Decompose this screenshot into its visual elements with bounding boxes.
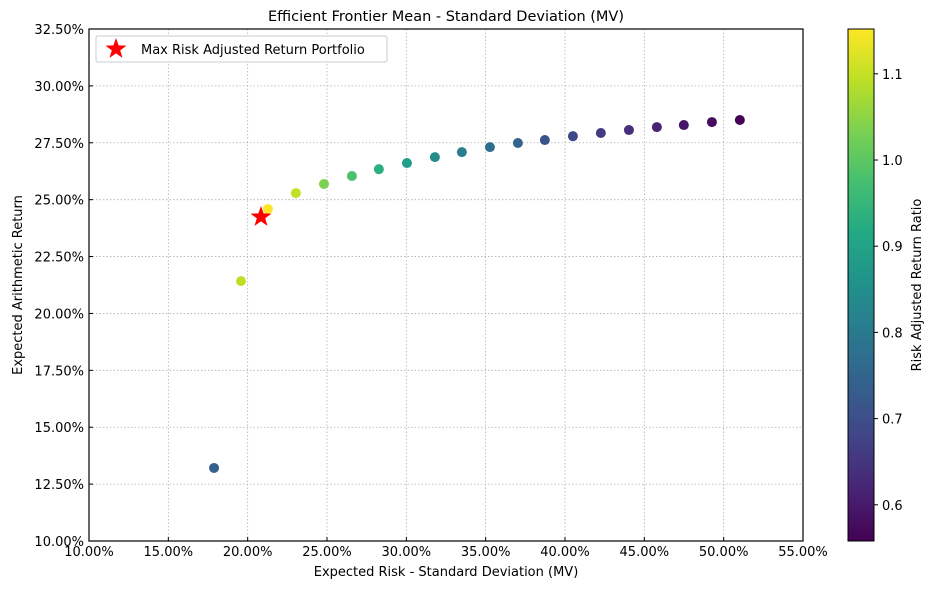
x-axis-ticks: 10.00% 15.00% 20.00% 25.00% 30.00% 35.00% 40.0… <box>64 537 828 560</box>
scatter-point <box>429 152 440 163</box>
scatter-point <box>706 117 717 128</box>
y-tick-label: 20.00% <box>34 307 84 322</box>
x-tick-label: 25.00% <box>302 545 352 560</box>
max-ratio-star-marker <box>250 206 272 226</box>
legend-label: Max Risk Adjusted Return Portfolio <box>141 43 365 58</box>
x-tick-label: 45.00% <box>620 545 670 560</box>
legend-star-icon <box>105 38 127 58</box>
scatter-point <box>262 203 273 214</box>
colorbar-tick-label: 0.8 <box>882 326 903 341</box>
scatter-point <box>236 276 247 287</box>
scatter-point <box>595 127 606 138</box>
x-tick-label: 30.00% <box>382 545 432 560</box>
y-tick-label: 12.50% <box>34 478 84 493</box>
scatter-point <box>734 115 745 126</box>
scatter-point <box>539 135 550 146</box>
scatter-point <box>401 158 412 169</box>
highlight-layer <box>250 206 272 226</box>
scatter-points <box>209 115 745 473</box>
y-tick-label: 32.50% <box>34 23 84 38</box>
x-tick-label: 55.00% <box>778 545 828 560</box>
legend-box <box>95 35 388 63</box>
y-tick-label: 10.00% <box>34 535 84 550</box>
scatter-point <box>290 188 301 199</box>
x-tick-label: 35.00% <box>461 545 511 560</box>
scatter-point <box>567 131 578 142</box>
legend: Max Risk Adjusted Return Portfolio <box>95 35 388 63</box>
y-tick-label: 22.50% <box>34 251 84 266</box>
x-axis-label: Expected Risk - Standard Deviation (MV) <box>314 565 579 580</box>
scatter-point <box>373 164 384 175</box>
y-tick-label: 15.00% <box>34 421 84 436</box>
y-tick-label: 27.50% <box>34 137 84 152</box>
y-axis-label: Expected Arithmetic Return <box>11 195 26 375</box>
scatter-point <box>484 142 495 153</box>
colorbar-tick-label: 0.6 <box>882 499 903 514</box>
x-tick-label: 50.00% <box>699 545 749 560</box>
colorbar: 0.6 0.7 0.8 0.9 1.0 1.1 Risk Adjusted Return … <box>847 28 925 542</box>
x-tick-label: 15.00% <box>144 545 194 560</box>
colorbar-tick-label: 1.1 <box>882 68 903 83</box>
scatter-point <box>678 120 689 131</box>
colorbar-tick-label: 0.7 <box>882 413 903 428</box>
scatter-point <box>346 171 357 182</box>
y-tick-label: 17.50% <box>34 364 84 379</box>
colorbar-tick-label: 1.0 <box>882 154 903 169</box>
plot-frame <box>88 28 804 542</box>
y-axis-ticks: 10.00% 12.50% 15.00% 17.50% 20.00% 22.50% 25.0… <box>34 23 93 550</box>
scatter-point <box>318 178 329 189</box>
x-tick-label: 10.00% <box>64 545 114 560</box>
colorbar-tick-label: 0.9 <box>882 240 903 255</box>
scatter-point <box>512 138 523 149</box>
y-tick-label: 25.00% <box>34 194 84 209</box>
colorbar-label: Risk Adjusted Return Ratio <box>910 199 925 372</box>
colorbar-ticks: 0.6 0.7 0.8 0.9 1.0 1.1 <box>874 68 903 514</box>
scatter-point <box>651 122 662 133</box>
colorbar-gradient <box>847 28 875 542</box>
y-tick-label: 30.00% <box>34 80 84 95</box>
scatter-point <box>623 125 634 136</box>
chart-title: Efficient Frontier Mean - Standard Devia… <box>268 9 624 25</box>
grid-lines <box>89 29 803 541</box>
x-tick-label: 40.00% <box>540 545 590 560</box>
scatter-point <box>456 147 467 158</box>
x-tick-label: 20.00% <box>223 545 273 560</box>
scatter-point <box>209 462 220 473</box>
